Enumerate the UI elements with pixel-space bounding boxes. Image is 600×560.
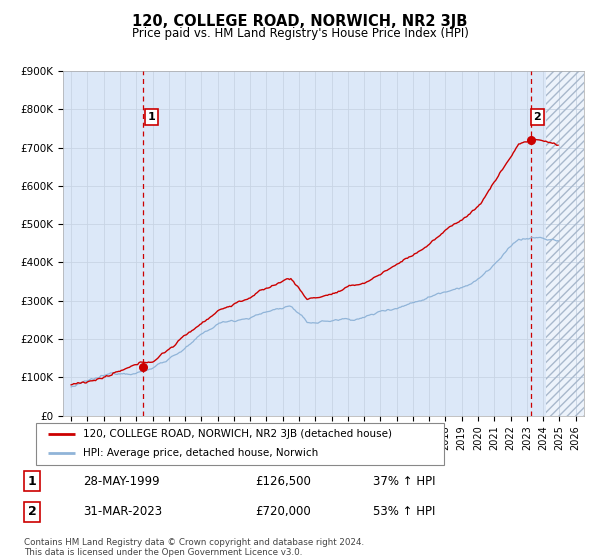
Text: 2: 2 xyxy=(533,112,541,122)
Text: 2: 2 xyxy=(28,506,37,519)
Text: 120, COLLEGE ROAD, NORWICH, NR2 3JB: 120, COLLEGE ROAD, NORWICH, NR2 3JB xyxy=(133,14,467,29)
Text: HPI: Average price, detached house, Norwich: HPI: Average price, detached house, Norw… xyxy=(83,449,318,459)
Text: 1: 1 xyxy=(148,112,155,122)
Text: £126,500: £126,500 xyxy=(255,475,311,488)
Text: 28-MAY-1999: 28-MAY-1999 xyxy=(83,475,160,488)
Text: Price paid vs. HM Land Registry's House Price Index (HPI): Price paid vs. HM Land Registry's House … xyxy=(131,27,469,40)
Bar xyxy=(546,71,584,416)
Text: £720,000: £720,000 xyxy=(255,506,311,519)
Bar xyxy=(546,71,584,416)
Text: 31-MAR-2023: 31-MAR-2023 xyxy=(83,506,162,519)
Text: Contains HM Land Registry data © Crown copyright and database right 2024.
This d: Contains HM Land Registry data © Crown c… xyxy=(24,538,364,557)
Text: 120, COLLEGE ROAD, NORWICH, NR2 3JB (detached house): 120, COLLEGE ROAD, NORWICH, NR2 3JB (det… xyxy=(83,429,392,439)
Text: 53% ↑ HPI: 53% ↑ HPI xyxy=(373,506,436,519)
Text: 1: 1 xyxy=(28,475,37,488)
Bar xyxy=(546,71,584,416)
Text: 37% ↑ HPI: 37% ↑ HPI xyxy=(373,475,436,488)
FancyBboxPatch shape xyxy=(36,423,444,465)
